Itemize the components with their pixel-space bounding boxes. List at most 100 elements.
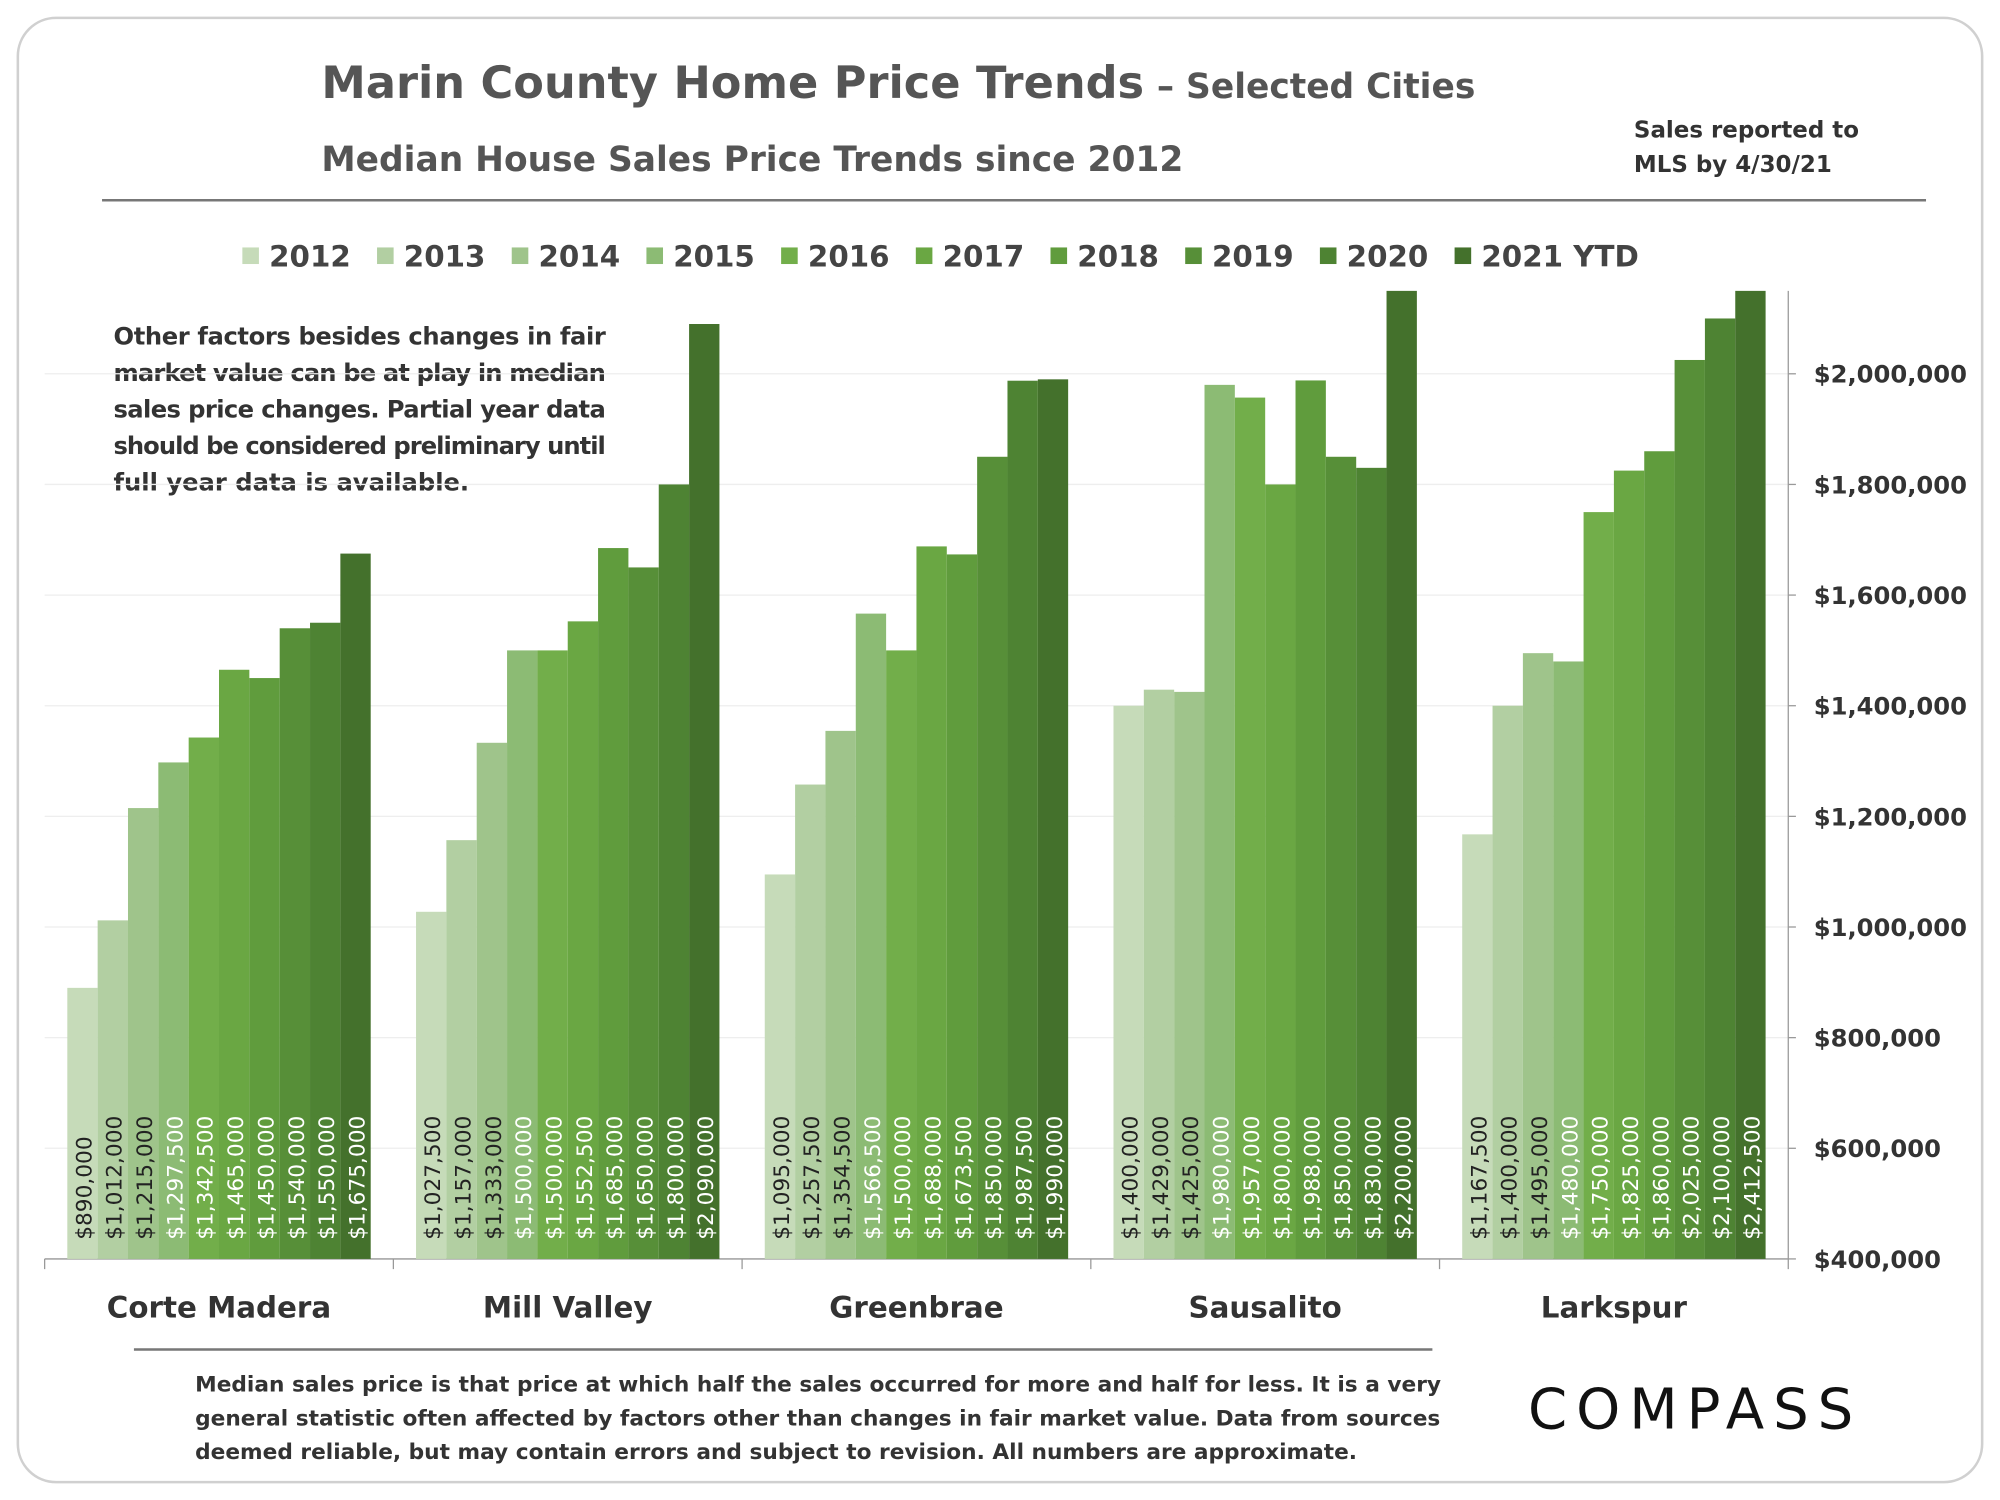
value-label: $1,688,000 [922,1116,947,1240]
value-label: $1,095,000 [770,1116,795,1240]
value-label: $1,342,500 [194,1116,219,1240]
bar [977,456,1008,1259]
bar [946,554,978,1259]
legend-swatch [1319,247,1337,265]
bar [916,546,947,1259]
value-label: $1,800,000 [1270,1116,1295,1240]
bar [1037,379,1069,1259]
x-tick-label: Greenbrae [829,1291,1003,1325]
value-label: $1,957,000 [1240,1116,1265,1240]
chart-title: Marin County Home Price Trends – Selected… [321,57,1475,109]
bar [446,840,477,1259]
value-label: $1,297,500 [163,1116,188,1240]
y-tick-label: $1,800,000 [1814,471,1967,499]
footnote-line: Median sales price is that price at whic… [195,1373,1441,1398]
bar [1492,705,1523,1259]
legend-label: 2018 [1077,240,1159,274]
legend-swatch [377,247,394,265]
bar [249,678,280,1259]
bar [1204,384,1235,1259]
legend-label: 2016 [808,240,890,274]
subtitle: Median House Sales Price Trends since 20… [321,140,1183,180]
footnote-line: deemed reliable, but may contain errors … [195,1440,1357,1465]
value-label: $1,465,000 [224,1116,249,1240]
bar [1613,470,1645,1259]
legend-label: 2021 YTD [1481,240,1638,274]
legend-swatch [242,247,259,265]
bar [188,737,220,1259]
x-tick-label: Sausalito [1189,1291,1342,1325]
bar [1583,512,1614,1259]
value-label: $1,566,500 [861,1116,886,1240]
y-tick-label: $800,000 [1814,1025,1941,1053]
value-label: $1,990,000 [1043,1116,1068,1240]
note-line: Sales reported to [1634,118,1859,144]
bar [795,784,826,1259]
value-label: $1,157,000 [451,1116,476,1240]
value-label: $1,850,000 [982,1116,1007,1240]
annotation-line: market value can be at play in median [114,359,606,387]
value-label: $1,685,000 [603,1116,628,1240]
x-tick-label: Larkspur [1541,1291,1688,1325]
legend-label: 2012 [269,240,351,274]
bar [1704,318,1736,1259]
y-tick-label: $600,000 [1814,1135,1941,1163]
bar [340,553,371,1259]
legend-swatch [915,247,933,265]
value-label: $1,500,000 [891,1116,916,1240]
value-label: $1,500,000 [542,1116,567,1240]
value-label: $1,825,000 [1619,1116,1644,1240]
value-label: $1,830,000 [1361,1116,1386,1240]
bar [598,548,629,1259]
annotation-line: sales price changes. Partial year data [114,395,606,423]
value-label: $1,167,500 [1467,1116,1492,1240]
bar [1143,689,1175,1259]
legend-label: 2015 [673,240,755,274]
value-label: $890,000 [72,1136,97,1239]
bar [658,484,690,1259]
bar [1295,380,1326,1259]
y-tick-label: $1,200,000 [1814,803,1967,831]
value-label: $1,257,500 [800,1116,825,1240]
bar [158,762,189,1259]
footnote-line: general statistic often affected by fact… [195,1406,1440,1431]
title-suffix: – Selected Cities [1157,67,1475,107]
value-label: $1,673,500 [952,1116,977,1240]
legend-label: 2014 [539,240,621,274]
bar [127,808,159,1259]
bar [1234,397,1266,1259]
legend-label: 2013 [404,240,486,274]
value-label: $1,027,500 [421,1116,446,1240]
bar [310,622,341,1259]
bar [764,874,796,1259]
bar [1386,290,1417,1259]
bar [1522,653,1554,1259]
bar [97,920,128,1259]
legend-swatch [1050,247,1068,265]
value-label: $1,429,000 [1149,1116,1174,1240]
bar [67,987,98,1259]
bar [537,650,568,1259]
value-label: $1,850,000 [1331,1116,1356,1240]
legend-swatch [781,247,798,265]
value-label: $1,540,000 [285,1116,310,1240]
x-tick-label: Corte Madera [107,1291,331,1325]
y-tick-label: $1,000,000 [1814,914,1967,942]
bar [1674,359,1705,1259]
legend-swatch [511,247,529,265]
value-label: $2,200,000 [1392,1116,1417,1240]
annotation-line: should be considered preliminary until [114,432,606,460]
y-tick-label: $1,400,000 [1814,693,1967,721]
value-label: $2,100,000 [1710,1116,1735,1240]
bar [1174,691,1205,1259]
value-label: $1,800,000 [664,1116,689,1240]
legend-label: 2019 [1212,240,1294,274]
value-label: $2,090,000 [694,1116,719,1240]
bar [1735,290,1766,1259]
value-label: $1,987,500 [1013,1116,1038,1240]
value-label: $1,333,000 [482,1116,507,1240]
bar [886,650,917,1259]
note-line: MLS by 4/30/21 [1634,152,1832,178]
value-label: $1,495,000 [1528,1116,1553,1240]
